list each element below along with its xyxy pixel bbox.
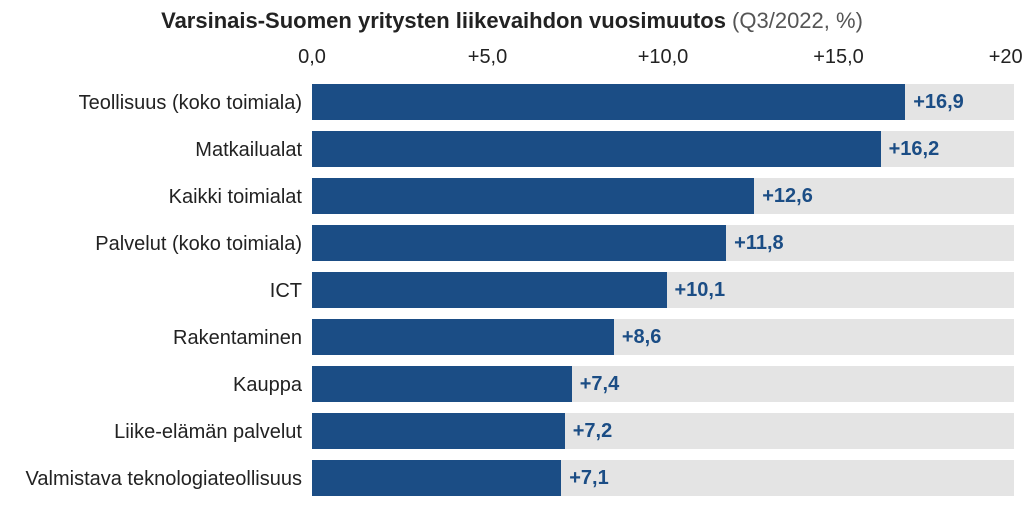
category-label: Matkailualat	[2, 127, 302, 174]
category-label: Palvelut (koko toimiala)	[2, 221, 302, 268]
category-label: Kauppa	[2, 362, 302, 409]
bar-row: ICT+10,1	[312, 268, 1014, 315]
category-label: Teollisuus (koko toimiala)	[2, 80, 302, 127]
grid-line	[1014, 80, 1015, 505]
bar-fill	[312, 413, 565, 449]
revenue-change-chart: Varsinais-Suomen yritysten liikevaihdon …	[0, 0, 1024, 514]
bar-row: Valmistava teknologiateollisuus+7,1	[312, 456, 1014, 503]
bar-row: Teollisuus (koko toimiala)+16,9	[312, 80, 1014, 127]
bar-fill	[312, 319, 614, 355]
x-tick-label: +5,0	[468, 46, 507, 69]
value-label: +10,1	[667, 272, 726, 308]
category-label: Rakentaminen	[2, 315, 302, 362]
bar-fill	[312, 225, 726, 261]
value-label: +7,1	[561, 460, 608, 496]
value-label: +11,8	[726, 225, 784, 261]
x-tick-label: 0,0	[298, 46, 326, 69]
value-label: +7,4	[572, 366, 619, 402]
value-label: +16,9	[905, 84, 964, 120]
category-label: ICT	[2, 268, 302, 315]
value-label: +16,2	[881, 131, 940, 167]
bar-row: Palvelut (koko toimiala)+11,8	[312, 221, 1014, 268]
bar-row: Liike-elämän palvelut+7,2	[312, 409, 1014, 456]
value-label: +7,2	[565, 413, 612, 449]
x-tick-label: +20,0	[989, 46, 1024, 69]
bar-row: Kauppa+7,4	[312, 362, 1014, 409]
chart-title: Varsinais-Suomen yritysten liikevaihdon …	[0, 8, 1024, 34]
bar-fill	[312, 178, 754, 214]
bar-row: Matkailualat+16,2	[312, 127, 1014, 174]
bar-row: Kaikki toimialat+12,6	[312, 174, 1014, 221]
plot-area: Teollisuus (koko toimiala)+16,9Matkailua…	[312, 80, 1014, 505]
chart-title-bold: Varsinais-Suomen yritysten liikevaihdon …	[161, 8, 726, 33]
value-label: +8,6	[614, 319, 661, 355]
category-label: Liike-elämän palvelut	[2, 409, 302, 456]
category-label: Kaikki toimialat	[2, 174, 302, 221]
bar-row: Rakentaminen+8,6	[312, 315, 1014, 362]
value-label: +12,6	[754, 178, 813, 214]
x-tick-label: +10,0	[638, 46, 689, 69]
bar-fill	[312, 460, 561, 496]
chart-title-light: (Q3/2022, %)	[726, 8, 863, 33]
bar-fill	[312, 366, 572, 402]
category-label: Valmistava teknologiateollisuus	[2, 456, 302, 503]
bar-fill	[312, 272, 667, 308]
bar-fill	[312, 84, 905, 120]
bar-fill	[312, 131, 881, 167]
x-tick-label: +15,0	[813, 46, 864, 69]
